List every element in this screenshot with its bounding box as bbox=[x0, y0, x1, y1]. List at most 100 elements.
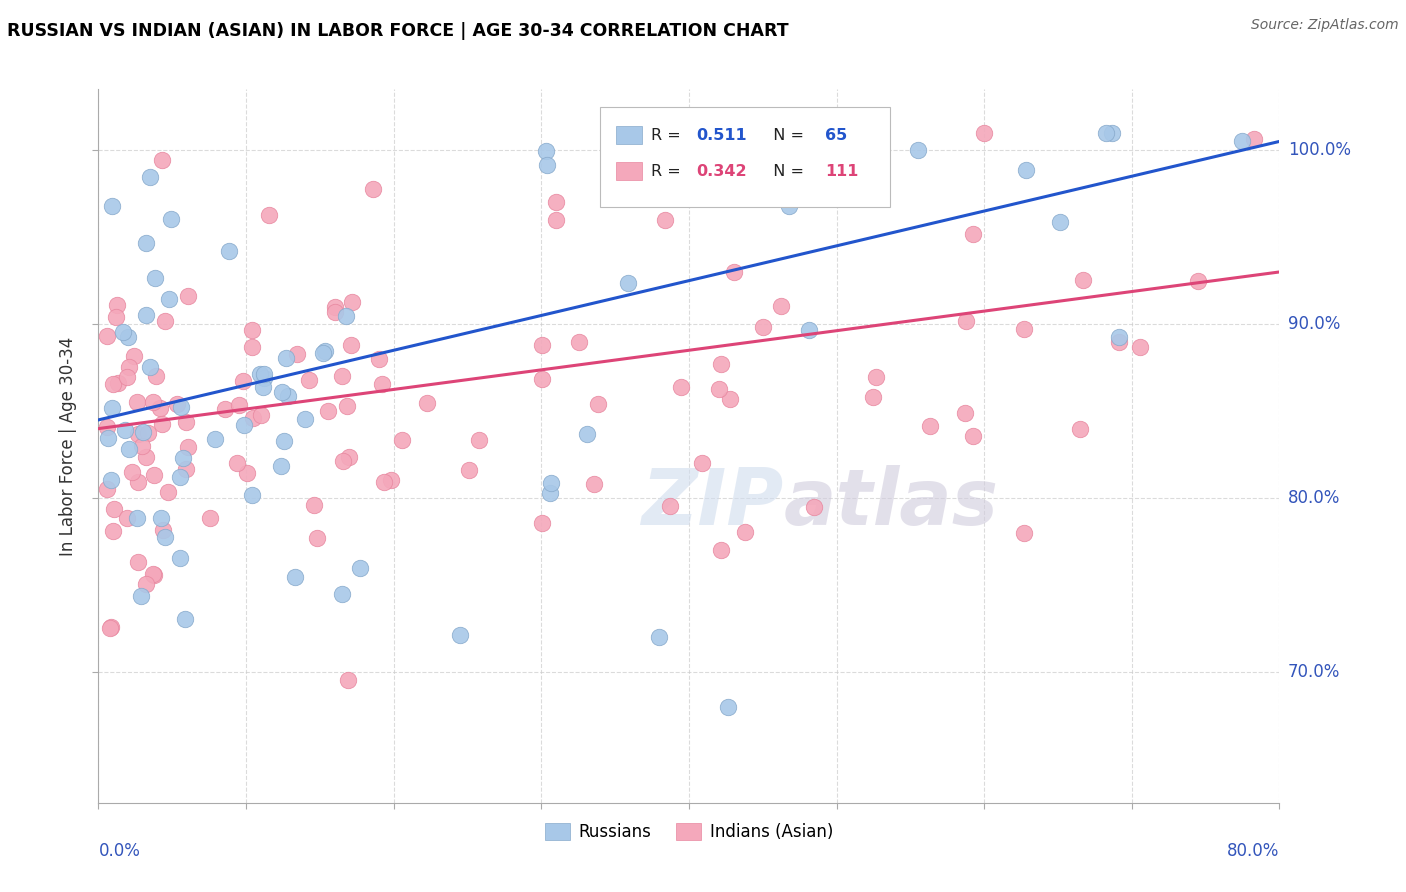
Point bbox=[233, 417, 256, 432]
Point bbox=[583, 477, 606, 491]
Point bbox=[337, 450, 360, 464]
Text: R =: R = bbox=[651, 164, 686, 178]
Point bbox=[143, 468, 166, 483]
Point bbox=[298, 373, 321, 387]
Point bbox=[690, 456, 713, 470]
Point bbox=[253, 371, 276, 385]
Text: 0.342: 0.342 bbox=[696, 164, 747, 178]
Point bbox=[252, 367, 274, 381]
Point bbox=[107, 376, 129, 391]
Point bbox=[169, 551, 191, 566]
Point bbox=[1129, 340, 1152, 354]
Point bbox=[145, 368, 167, 383]
Point bbox=[540, 476, 562, 491]
Point bbox=[918, 419, 941, 434]
Point bbox=[751, 320, 773, 334]
Text: 65: 65 bbox=[825, 128, 846, 143]
Point bbox=[117, 330, 139, 344]
Text: 0.511: 0.511 bbox=[696, 128, 747, 143]
Point bbox=[274, 351, 297, 366]
Point bbox=[97, 431, 120, 445]
Point bbox=[101, 376, 124, 391]
Point bbox=[157, 485, 180, 500]
Point bbox=[250, 408, 273, 422]
Point bbox=[112, 325, 135, 339]
Point bbox=[707, 382, 730, 396]
Point bbox=[127, 427, 149, 442]
Text: 111: 111 bbox=[825, 164, 858, 178]
Point bbox=[575, 427, 598, 442]
Point bbox=[669, 380, 692, 394]
Point bbox=[115, 370, 138, 384]
Point bbox=[105, 310, 128, 324]
Point bbox=[177, 440, 200, 454]
Point bbox=[373, 475, 395, 489]
Point bbox=[544, 212, 567, 227]
Point bbox=[530, 338, 553, 352]
Point bbox=[723, 265, 745, 279]
Point bbox=[1012, 321, 1035, 335]
Point bbox=[658, 499, 681, 513]
Point bbox=[270, 384, 292, 399]
Point bbox=[803, 500, 825, 514]
Text: R =: R = bbox=[651, 128, 686, 143]
Point bbox=[139, 360, 162, 375]
Point bbox=[131, 589, 153, 603]
Point bbox=[240, 340, 263, 354]
Point bbox=[135, 450, 157, 464]
Point bbox=[536, 158, 558, 172]
Point bbox=[103, 524, 125, 538]
Point bbox=[103, 502, 125, 516]
Point bbox=[125, 511, 148, 525]
Point bbox=[100, 474, 122, 488]
Point bbox=[118, 359, 141, 374]
Point bbox=[105, 298, 128, 312]
Point bbox=[530, 372, 553, 386]
FancyBboxPatch shape bbox=[616, 162, 641, 180]
Point bbox=[371, 377, 394, 392]
Point bbox=[127, 555, 149, 569]
Point bbox=[96, 328, 118, 343]
Point bbox=[538, 485, 561, 500]
Point bbox=[225, 456, 247, 470]
Point bbox=[149, 511, 172, 525]
Point bbox=[617, 276, 640, 290]
Point bbox=[143, 270, 166, 285]
Point bbox=[1071, 273, 1094, 287]
Point bbox=[236, 467, 259, 481]
Point bbox=[907, 143, 929, 157]
Text: 90.0%: 90.0% bbox=[1288, 315, 1340, 334]
Point bbox=[770, 299, 793, 313]
Point bbox=[98, 621, 121, 635]
Point bbox=[285, 347, 308, 361]
Point bbox=[955, 406, 977, 420]
Point bbox=[1012, 526, 1035, 541]
Text: Source: ZipAtlas.com: Source: ZipAtlas.com bbox=[1251, 18, 1399, 32]
Point bbox=[135, 308, 157, 322]
Point bbox=[468, 434, 491, 448]
Text: 80.0%: 80.0% bbox=[1288, 489, 1340, 508]
Point bbox=[153, 313, 176, 327]
Point bbox=[142, 394, 165, 409]
Point bbox=[336, 399, 359, 413]
Point bbox=[734, 525, 756, 540]
Point bbox=[1187, 274, 1209, 288]
Point bbox=[323, 305, 346, 319]
Point bbox=[136, 426, 159, 441]
Point bbox=[174, 415, 197, 429]
Point bbox=[152, 523, 174, 537]
Point bbox=[335, 309, 357, 323]
Point bbox=[312, 346, 335, 360]
Text: 0.0%: 0.0% bbox=[98, 842, 141, 860]
Point bbox=[1049, 215, 1071, 229]
Text: N =: N = bbox=[763, 164, 810, 178]
Point bbox=[150, 153, 173, 168]
Point bbox=[962, 227, 984, 241]
Text: 70.0%: 70.0% bbox=[1288, 664, 1340, 681]
Point bbox=[273, 434, 295, 448]
Point bbox=[717, 700, 740, 714]
FancyBboxPatch shape bbox=[600, 107, 890, 207]
Point bbox=[323, 300, 346, 314]
Point bbox=[457, 463, 479, 477]
Point bbox=[657, 169, 679, 184]
